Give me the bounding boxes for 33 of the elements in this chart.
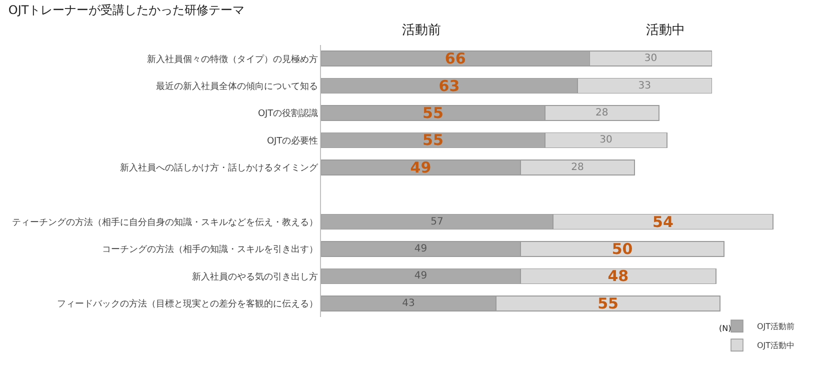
data-label: 54 — [652, 212, 674, 231]
text: OJTトレーナーが受講したかった研修テーマ — [8, 2, 245, 17]
text: (N) — [719, 324, 732, 333]
data-label: 63 — [438, 76, 460, 95]
data-label: 30 — [600, 134, 612, 146]
text: 活動中 — [646, 23, 685, 38]
y-tick-label: 最近の新入社員全体の傾向について知る — [156, 80, 318, 92]
data-label: 43 — [402, 298, 415, 309]
data-label: 57 — [430, 216, 444, 228]
legend-label: OJT活動前 — [757, 322, 795, 332]
y-tick-label: OJTの役割認識 — [258, 108, 318, 120]
y-tick-label: コーチングの方法（相手の知識・スキルを引き出す） — [102, 244, 318, 256]
data-label: 55 — [422, 131, 444, 150]
data-label: 55 — [598, 294, 618, 312]
data-label: 28 — [596, 108, 608, 118]
data-label: 49 — [414, 244, 428, 254]
data-label: 50 — [612, 240, 633, 258]
data-label: 55 — [422, 104, 444, 122]
legend-label: OJT活動中 — [757, 341, 795, 350]
data-label: 66 — [444, 50, 466, 68]
data-label: 48 — [608, 267, 629, 286]
y-tick-label: OJTの必要性 — [266, 135, 318, 146]
data-label: 49 — [410, 158, 432, 176]
y-tick-label: 新入社員のやる気の引き出し方 — [192, 271, 318, 282]
data-label: 30 — [644, 53, 658, 64]
data-label: 28 — [571, 162, 584, 173]
y-tick-label: ティーチングの方法（相手に自分自身の知識・スキルなどを伝え・教える） — [12, 216, 318, 228]
y-tick-label: 新入社員への話しかけ方・話しかけるタイミング — [120, 162, 320, 174]
data-label: 49 — [414, 270, 428, 282]
y-tick-label: フィードバックの方法（目標と現実との差分を客観的に伝える） — [57, 298, 318, 310]
text: 活動前 — [402, 23, 441, 38]
data-label: 33 — [638, 80, 652, 92]
y-tick-label: 新入社員個々の特徴（タイプ）の見極め方 — [147, 54, 318, 65]
